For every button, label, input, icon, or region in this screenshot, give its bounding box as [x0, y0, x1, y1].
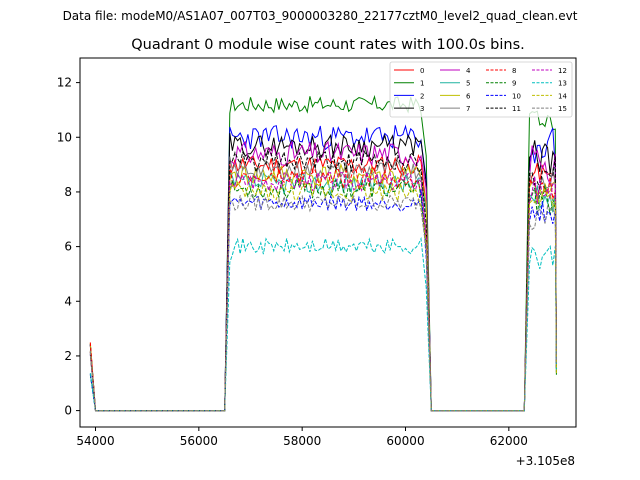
legend-label-7: 7	[466, 105, 470, 113]
x-tick-label: 54000	[76, 434, 114, 448]
legend-label-8: 8	[512, 67, 516, 75]
legend-label-10: 10	[512, 92, 521, 100]
legend-label-6: 6	[466, 92, 471, 100]
legend-label-13: 13	[558, 80, 567, 88]
axes-frame	[79, 57, 577, 428]
y-tick-label: 8	[64, 185, 72, 199]
series-line-15	[89, 194, 557, 412]
legend-label-0: 0	[420, 67, 424, 75]
y-tick-label: 12	[57, 76, 72, 90]
legend-label-2: 2	[420, 92, 424, 100]
legend-label-14: 14	[558, 92, 567, 100]
x-axis: 54000 56000 58000 60000 62000	[76, 427, 528, 448]
legend-label-9: 9	[512, 80, 516, 88]
plot-area	[89, 94, 557, 412]
series-line-13	[89, 236, 557, 412]
legend-label-15: 15	[558, 105, 567, 113]
legend-label-1: 1	[420, 80, 424, 88]
y-tick-label: 0	[64, 404, 72, 418]
figure-suptitle: Data file: modeM0/AS1A07_007T03_90000032…	[63, 9, 578, 23]
series-line-14	[89, 181, 557, 412]
x-tick-label: 60000	[386, 434, 424, 448]
x-tick-label: 62000	[490, 434, 528, 448]
y-tick-label: 10	[57, 130, 72, 144]
y-tick-label: 6	[64, 240, 72, 254]
x-axis-offset-label: +3.105e8	[516, 454, 575, 468]
x-tick-label: 58000	[283, 434, 321, 448]
legend-label-11: 11	[512, 105, 521, 113]
x-tick-label: 56000	[180, 434, 218, 448]
series-line-10	[89, 189, 557, 412]
y-tick-label: 2	[64, 349, 72, 363]
legend-label-4: 4	[466, 67, 471, 75]
legend-label-12: 12	[558, 67, 567, 75]
chart-title: Quadrant 0 module wise count rates with …	[131, 37, 525, 53]
y-tick-label: 4	[64, 294, 72, 308]
legend-label-5: 5	[466, 80, 470, 88]
y-axis: 0 2 4 6 8 10 12	[57, 76, 80, 418]
legend-label-3: 3	[420, 105, 424, 113]
legend-box	[389, 61, 573, 118]
